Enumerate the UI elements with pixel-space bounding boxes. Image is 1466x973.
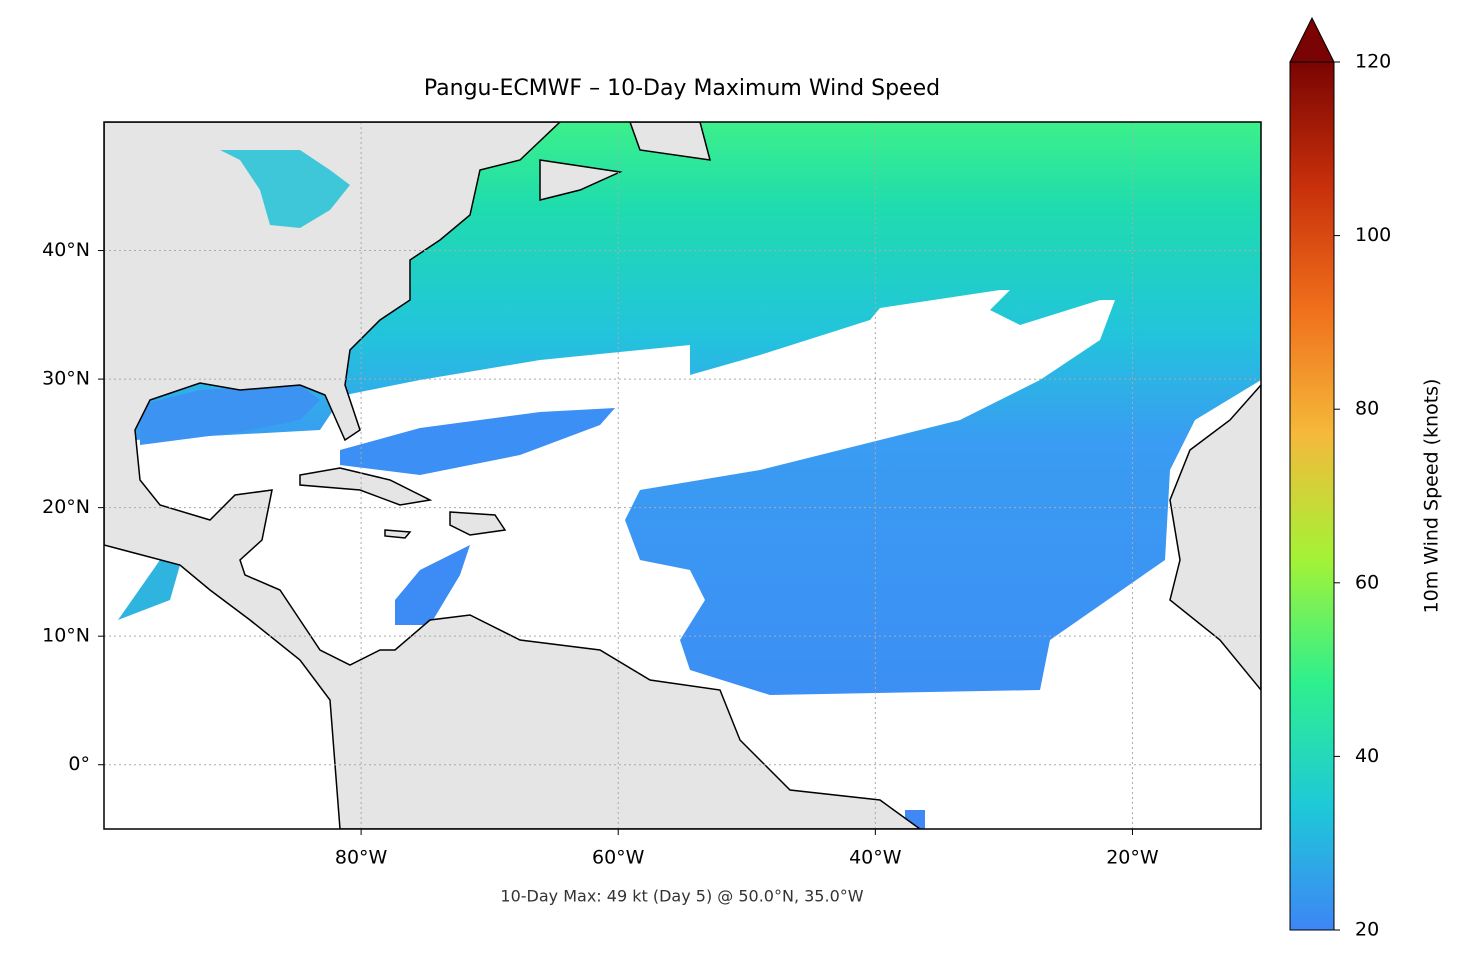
wind-patch (118, 560, 180, 620)
y-tick-label: 10°N (42, 625, 90, 647)
chart-title: Pangu-ECMWF – 10-Day Maximum Wind Speed (424, 76, 940, 101)
y-tick-label: 30°N (42, 368, 90, 390)
colorbar-bar (1289, 61, 1335, 931)
y-tick-label: 20°N (42, 496, 90, 518)
x-tick-label: 20°W (1106, 847, 1159, 869)
colorbar-tick-label: 80 (1355, 398, 1379, 420)
x-tick-label: 40°W (849, 847, 902, 869)
colorbar-extend (1289, 16, 1335, 63)
colorbar-tick-label: 60 (1355, 571, 1379, 593)
wind-patch (140, 385, 320, 445)
y-tick-label: 0° (68, 753, 90, 775)
colorbar-tick-label: 120 (1355, 51, 1391, 73)
map (104, 122, 1261, 829)
wind-patch (340, 408, 615, 475)
axes-frame (103, 121, 1262, 830)
x-tick-label: 60°W (592, 847, 645, 869)
colorbar: 20 40 60 80 100 120 (1289, 16, 1391, 941)
colorbar-tick-label: 20 (1355, 919, 1379, 941)
colorbar-tick-label: 100 (1355, 224, 1391, 246)
wind-patch (395, 545, 470, 625)
x-tick-label: 80°W (335, 847, 388, 869)
colorbar-tick-label: 40 (1355, 745, 1379, 767)
land (104, 122, 1261, 829)
annotation: 10-Day Max: 49 kt (Day 5) @ 50.0°N, 35.0… (500, 887, 863, 906)
y-tick-label: 40°N (42, 239, 90, 261)
colorbar-label: 10m Wind Speed (knots) (1421, 379, 1443, 614)
lakes (220, 150, 350, 228)
